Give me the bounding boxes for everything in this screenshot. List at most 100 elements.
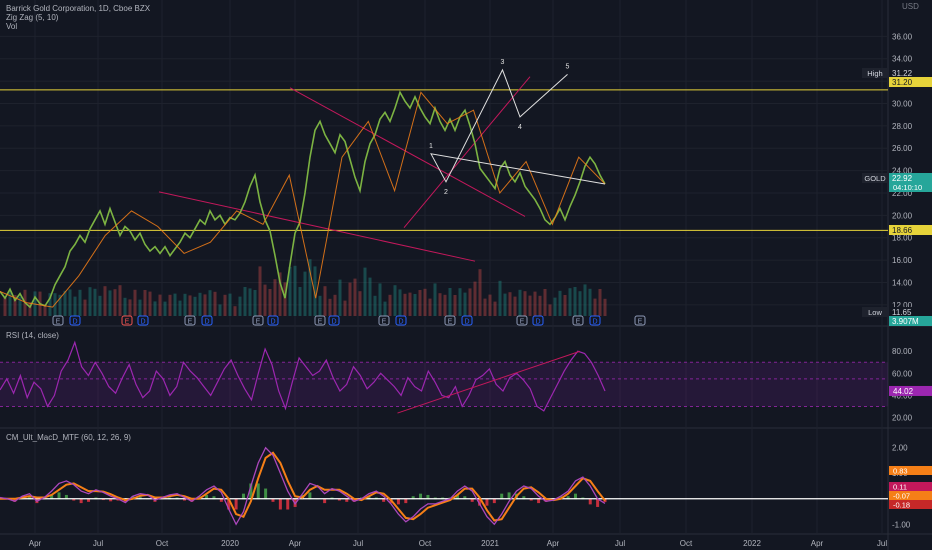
y-tick-label: 18.00 <box>892 234 913 243</box>
volume-bar <box>233 306 237 316</box>
trend-line <box>403 76 531 228</box>
high-value: 31.22 <box>892 69 913 78</box>
volume-bar <box>548 304 552 316</box>
volume-bar <box>523 291 527 316</box>
event-marker-label: E <box>576 319 581 326</box>
macd-histogram-bar <box>492 498 496 504</box>
volume-bar <box>373 295 377 316</box>
macd-histogram-bar <box>455 494 459 500</box>
low-label: Low <box>868 308 882 317</box>
zigzag-indicator-label[interactable]: Zig Zag (5, 10) <box>6 13 59 22</box>
projection-point-label: 2 <box>444 189 448 196</box>
volume-bar <box>173 293 177 316</box>
volume-bar <box>318 295 322 316</box>
volume-bar <box>323 286 327 316</box>
macd-histogram-bar <box>72 498 76 501</box>
volume-bar <box>178 300 182 316</box>
macd-histogram-bar <box>426 494 430 500</box>
macd-histogram-bar <box>396 498 400 505</box>
y-tick-label: 12.00 <box>892 301 913 310</box>
macd-histogram-bar <box>404 498 408 504</box>
volume-bar <box>363 267 367 316</box>
event-marker-label: D <box>204 319 209 326</box>
price-badge-bg <box>889 77 932 87</box>
x-tick-label: Jul <box>93 539 103 548</box>
macd-histogram-bar <box>544 498 548 502</box>
volume-bar <box>78 289 82 316</box>
macd-histogram-bar <box>478 498 482 506</box>
volume-bar <box>303 271 307 316</box>
macd-histogram-bar <box>367 496 371 500</box>
volume-bar <box>448 288 452 316</box>
event-marker-label: D <box>72 319 77 326</box>
macd-title[interactable]: CM_Ult_MacD_MTF (60, 12, 26, 9) <box>6 433 131 442</box>
volume-bar <box>83 299 87 316</box>
macd-histogram-bar <box>50 494 54 500</box>
event-marker-box <box>314 315 326 326</box>
event-marker-box <box>252 315 264 326</box>
price-badge-bg <box>889 68 932 78</box>
volume-bar <box>283 282 287 316</box>
price-line <box>0 90 606 309</box>
volume-bar <box>603 298 607 316</box>
macd-histogram-bar <box>507 492 511 500</box>
level-value-bottom: 18.66 <box>892 226 913 235</box>
volume-bar <box>103 286 107 316</box>
macd-tick-label: 2.00 <box>892 444 908 453</box>
macd-histogram-bar <box>522 496 526 500</box>
macd-histogram-bar <box>286 498 290 510</box>
volume-bar <box>483 298 487 316</box>
rsi-value-bg <box>889 385 932 396</box>
volume-bar <box>278 272 282 316</box>
x-tick-label: Apr <box>811 539 824 548</box>
low-value: 11.65 <box>892 308 912 317</box>
volume-bar <box>183 293 187 316</box>
macd-histogram-bar <box>219 498 223 502</box>
volume-bar <box>298 287 302 316</box>
volume-bar <box>508 292 512 316</box>
macd-signal-line <box>0 451 606 522</box>
volume-bar <box>198 292 202 316</box>
volume-bar <box>413 294 417 316</box>
volume-bar <box>268 289 272 316</box>
macd-value-bg <box>889 466 932 475</box>
macd-histogram-bar <box>308 492 312 500</box>
x-tick-label: Jul <box>353 539 363 548</box>
event-marker-label: E <box>256 319 261 326</box>
volume-bar <box>538 295 542 316</box>
macd-value-bg <box>889 482 932 491</box>
event-marker-box <box>201 315 213 326</box>
volume-bar <box>348 282 352 316</box>
volume-indicator-label[interactable]: Vol <box>6 22 18 31</box>
volume-bar <box>128 299 132 316</box>
volume-bar <box>63 290 67 316</box>
volume-bar <box>328 298 332 316</box>
volume-bar <box>208 290 212 316</box>
y-tick-label: 22.00 <box>892 189 913 198</box>
y-tick-label: 36.00 <box>892 32 913 41</box>
volume-bar <box>243 287 247 316</box>
macd-histogram-bar <box>241 493 245 500</box>
macd-histogram-bar <box>271 498 275 502</box>
x-tick-label: Oct <box>680 539 693 548</box>
volume-bar <box>253 290 257 316</box>
trend-line <box>158 191 476 262</box>
y-tick-label: 24.00 <box>892 167 913 176</box>
event-marker-label: E <box>520 319 525 326</box>
volume-bar <box>488 294 492 316</box>
volume-bar <box>443 294 447 316</box>
macd-histogram-bar <box>182 498 186 501</box>
volume-bar <box>88 287 92 316</box>
macd-histogram-bar <box>256 483 260 500</box>
volume-bar <box>518 289 522 316</box>
rsi-title[interactable]: RSI (14, close) <box>6 331 59 340</box>
volume-bar <box>418 290 422 316</box>
macd-histogram-bar <box>323 498 327 504</box>
event-marker-label: D <box>592 319 597 326</box>
volume-bar <box>468 288 472 316</box>
volume-value: 3.907M <box>892 317 919 326</box>
volume-bar <box>158 294 162 316</box>
macd-histogram-bar <box>470 498 474 502</box>
volume-bar <box>498 280 502 316</box>
